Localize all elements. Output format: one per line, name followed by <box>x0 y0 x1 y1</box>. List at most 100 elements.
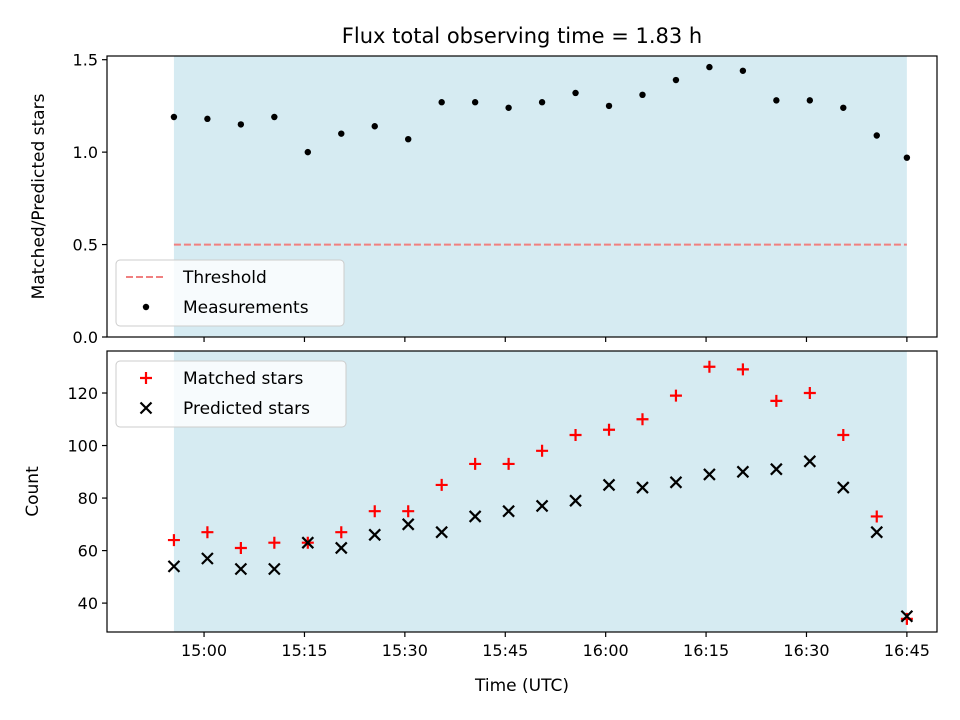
measurement-point <box>170 113 178 121</box>
matched-star-point <box>770 394 783 407</box>
measurement-point <box>471 99 479 106</box>
predicted-star-point <box>636 481 649 494</box>
legend-predicted-swatch <box>139 401 153 415</box>
y-axis-label: Matched/Predicted stars <box>29 93 49 299</box>
measurement-point <box>773 97 780 104</box>
predicted-star-point <box>268 562 281 576</box>
matched-star-point <box>803 387 816 400</box>
predicted-star-point <box>535 499 549 513</box>
ratio-panel: 0.0 0.5 1.0 1.5 Matched/Predicted stars Thres… <box>29 51 938 347</box>
chart-title: Flux total observing time = 1.83 h <box>342 24 702 48</box>
measurement-point <box>438 99 445 106</box>
predicted-star-point <box>167 560 181 573</box>
predicted-star-point <box>334 541 348 555</box>
matched-star-point <box>669 389 682 402</box>
y-tick-label: 1.5 <box>73 51 98 70</box>
predicted-star-point <box>870 525 884 539</box>
y-axis-label: Count <box>23 466 43 517</box>
predicted-star-point <box>736 465 750 479</box>
axes-frame <box>106 350 938 633</box>
x-tick-label: 15:00 <box>181 641 227 660</box>
matched-star-point <box>536 444 549 457</box>
count-panel: 40 60 80 100 120 Count 15:00 15:15 15:30 15:45 16:… <box>23 350 938 660</box>
x-tick-label: 16:15 <box>683 641 729 660</box>
matched-star-point <box>402 505 415 518</box>
measurement-point <box>806 97 814 104</box>
predicted-star-point <box>837 481 850 494</box>
measurement-point <box>903 154 911 161</box>
matched-star-point <box>837 429 850 442</box>
matched-star-point <box>268 536 281 549</box>
predicted-star-point <box>770 462 783 476</box>
predicted-star-point <box>502 504 515 518</box>
measurement-point <box>271 113 278 121</box>
measurement-point <box>371 123 378 130</box>
measurement-point <box>304 148 312 156</box>
matched-star-point <box>703 360 716 373</box>
measurement-point <box>840 104 847 111</box>
measurement-point <box>338 130 345 137</box>
x-axis-label: Time (UTC) <box>474 676 569 696</box>
predicted-star-point <box>301 536 315 549</box>
matched-star-point <box>603 423 616 436</box>
predicted-star-point <box>602 478 616 492</box>
matched-star-point <box>167 534 180 547</box>
legend-label: Predicted stars <box>183 399 310 419</box>
y-tick-label: 120 <box>67 384 98 403</box>
y-tick-label: 80 <box>78 489 98 508</box>
legend-measurement-swatch <box>142 303 150 311</box>
matched-star-point <box>736 363 749 376</box>
y-tick-label: 40 <box>78 594 98 613</box>
measurement-point <box>405 135 412 143</box>
measurement-point <box>605 102 613 110</box>
measurement-point <box>572 89 579 97</box>
measurement-point <box>672 76 680 84</box>
predicted-star-point <box>703 468 716 481</box>
measurement-point <box>639 91 646 99</box>
matched-star-point <box>870 510 883 523</box>
matched-star-point <box>636 413 649 426</box>
axes-frame <box>106 55 938 338</box>
y-tick-label: 100 <box>67 437 98 456</box>
legend-box <box>115 360 347 428</box>
x-tick-label: 15:30 <box>382 641 428 660</box>
legend-box <box>115 259 345 327</box>
legend-label: Threshold <box>182 268 267 288</box>
y-tick-label: 0.5 <box>73 236 98 255</box>
legend-label: Measurements <box>183 298 309 318</box>
matched-star-point <box>335 526 348 539</box>
measurement-point <box>706 63 713 71</box>
measurement-point <box>237 121 245 128</box>
predicted-star-point <box>669 476 683 489</box>
y-tick-label: 1.0 <box>73 143 98 162</box>
measurement-point <box>204 115 211 123</box>
predicted-star-point <box>435 525 448 539</box>
matched-star-point <box>502 457 515 470</box>
measurement-point <box>873 132 880 139</box>
predicted-star-point <box>803 455 817 468</box>
x-tick-label: 15:15 <box>281 641 327 660</box>
matched-star-point <box>234 541 247 554</box>
predicted-star-point <box>234 562 248 576</box>
matched-star-point <box>201 526 214 539</box>
x-tick-label: 15:45 <box>482 641 528 660</box>
measurement-point <box>538 99 546 106</box>
matched-star-point <box>469 457 482 470</box>
matched-star-point <box>435 478 448 491</box>
measurement-point <box>739 67 747 74</box>
y-tick-label: 0.0 <box>73 328 98 347</box>
predicted-star-point <box>368 528 382 542</box>
x-tick-label: 16:00 <box>583 641 629 660</box>
x-tick-label: 16:30 <box>783 641 829 660</box>
legend-label: Matched stars <box>183 369 303 389</box>
predicted-star-point <box>401 518 415 531</box>
predicted-star-point <box>468 510 482 523</box>
matched-star-point <box>368 505 381 518</box>
predicted-star-point <box>569 494 582 507</box>
legend-matched-swatch <box>140 372 152 384</box>
x-tick-label: 16:45 <box>884 641 930 660</box>
measurement-point <box>505 104 512 111</box>
y-tick-label: 60 <box>78 542 98 561</box>
predicted-star-point <box>201 552 214 565</box>
predicted-star-point <box>900 609 914 623</box>
